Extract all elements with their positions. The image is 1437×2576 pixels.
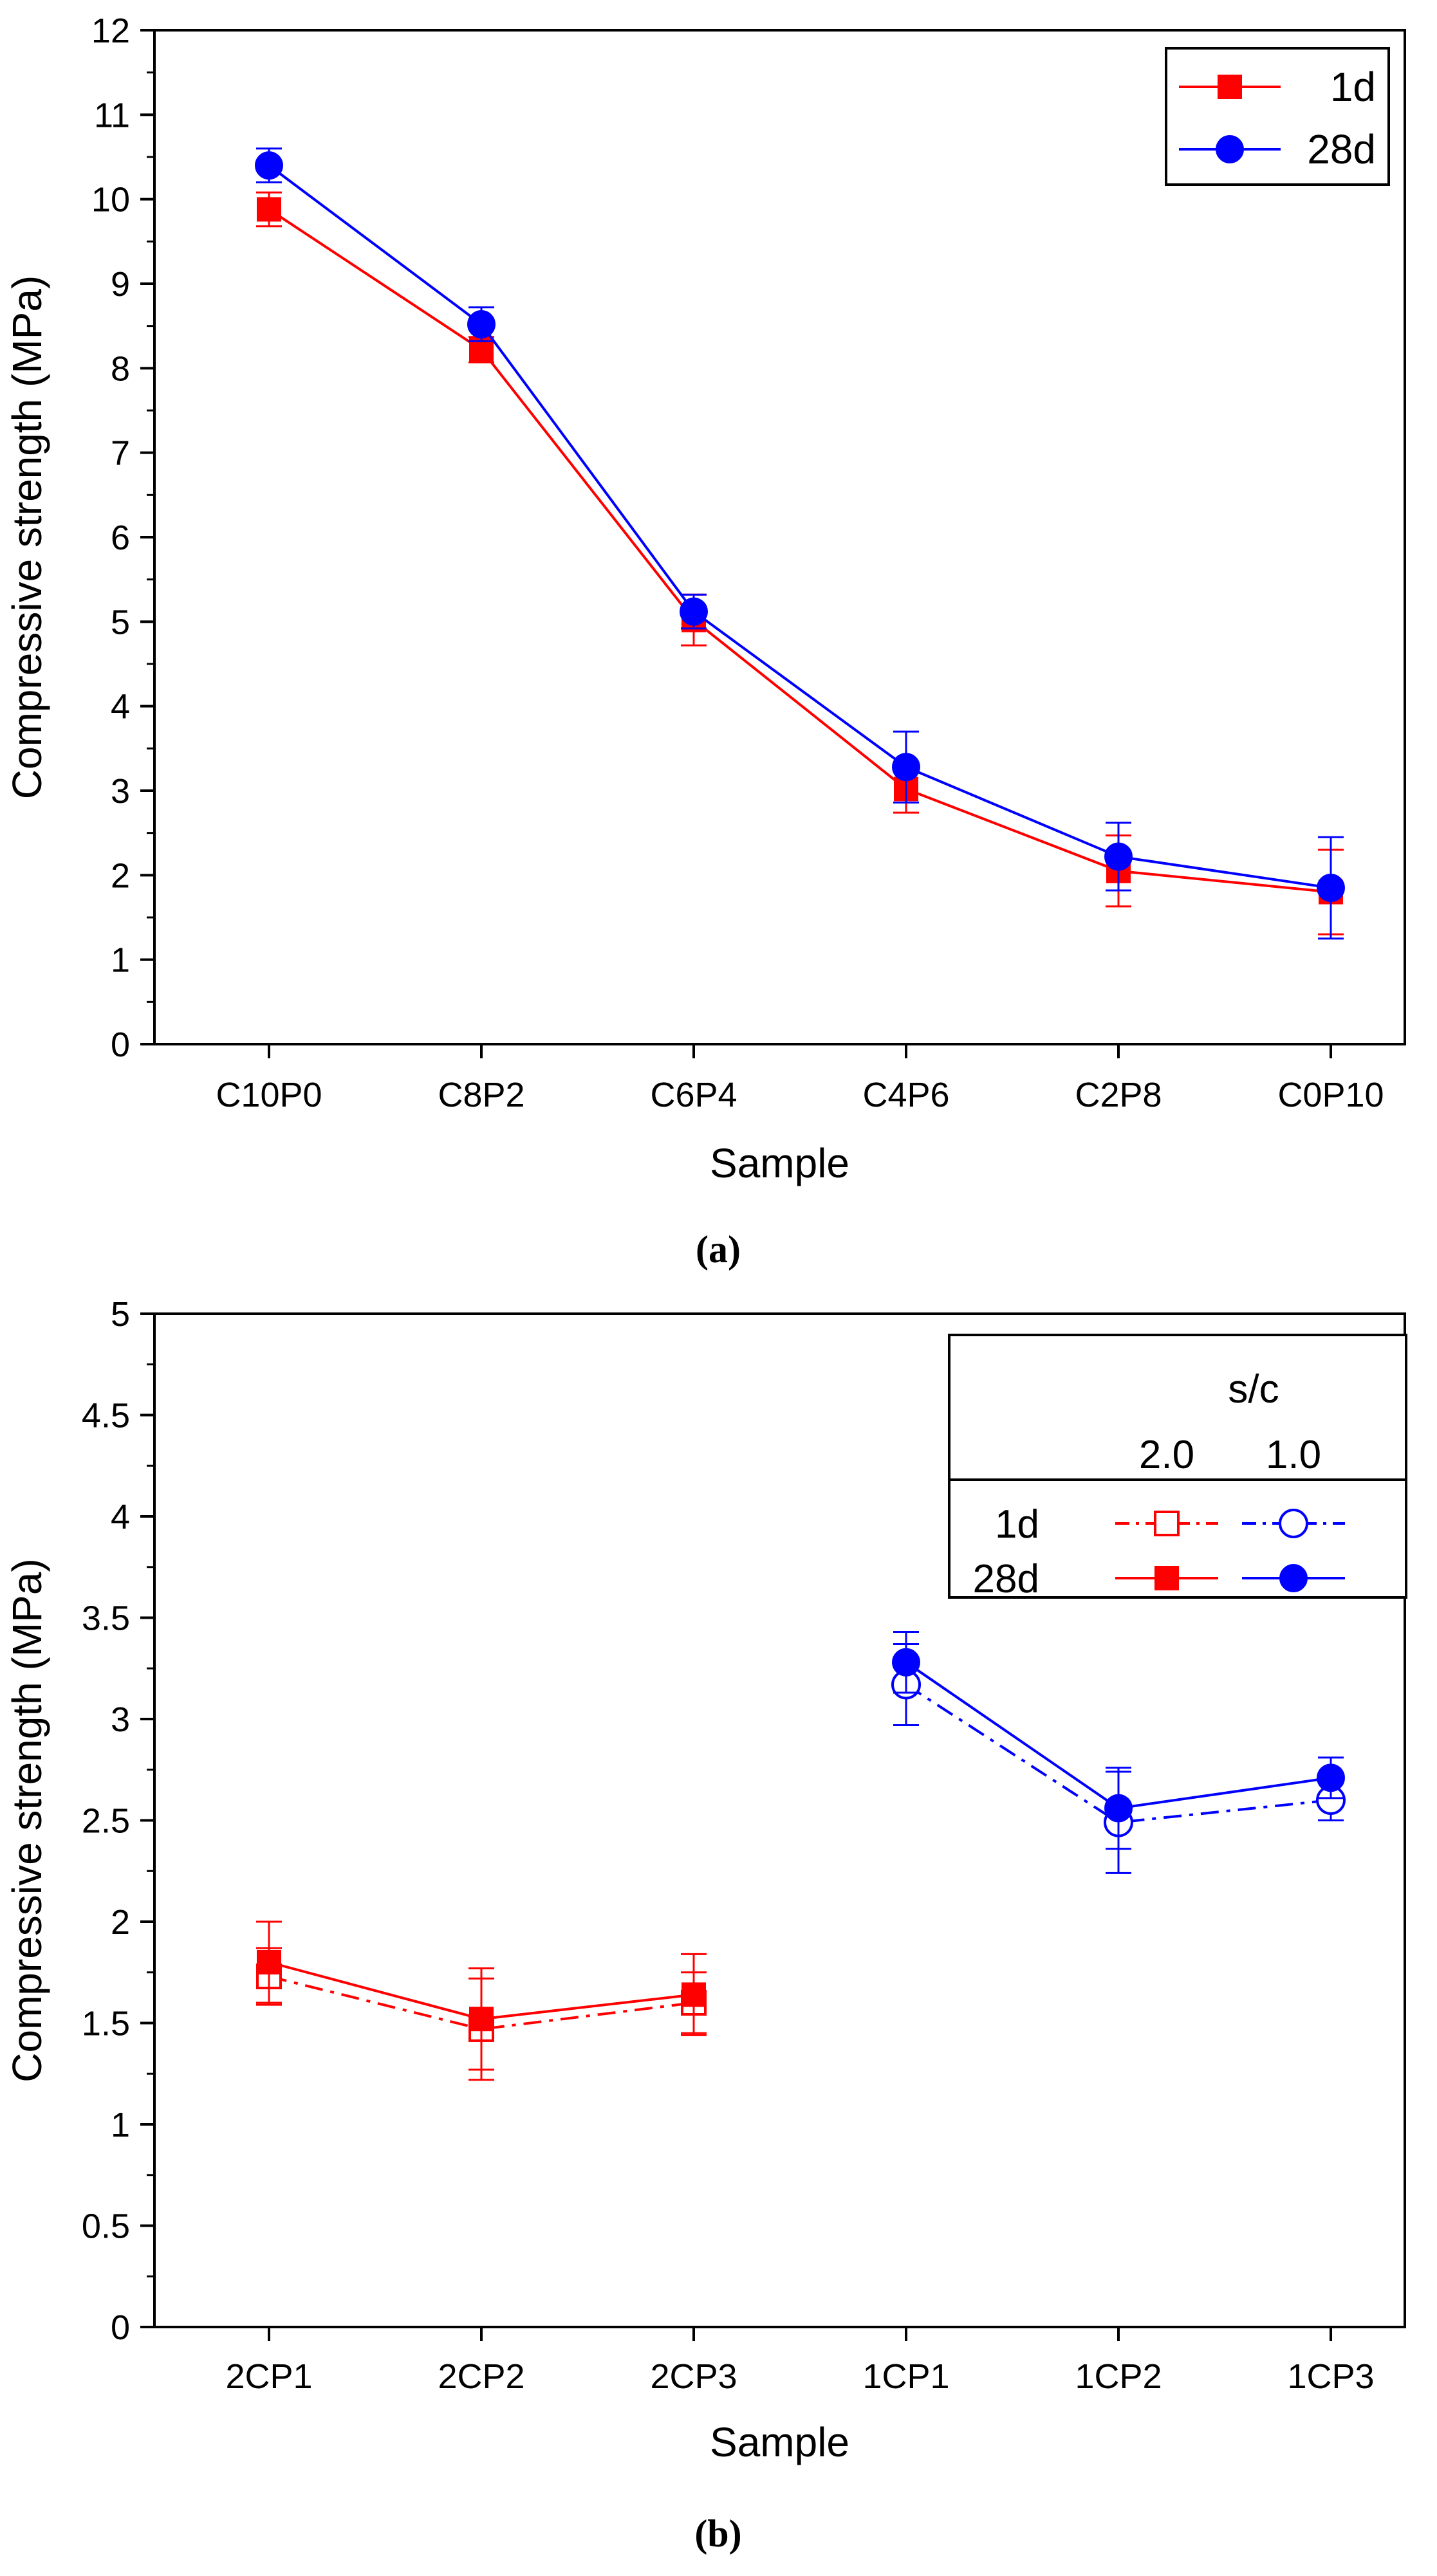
y-tick-label: 2 [111,856,130,895]
x-tick-label: 2CP1 [225,2357,312,2396]
data-point-marker [467,310,496,339]
y-tick-label: 0 [111,2308,130,2347]
data-point-marker [892,753,920,782]
data-point-marker [681,1982,706,2007]
y-axis-title: Compressive strength (MPa) [4,275,50,799]
data-point-marker [1317,1763,1345,1792]
y-tick-label: 7 [111,434,130,473]
series-line [268,208,1331,894]
y-tick-label: 1 [111,941,130,980]
legend-header: s/c [1228,1367,1279,1412]
y-tick-label: 11 [94,96,130,134]
y-tick-label: 0.5 [82,2207,130,2246]
y-tick-label: 4.5 [82,1397,130,1435]
x-tick-label: 1CP2 [1075,2357,1162,2396]
x-axis-title: Sample [710,1140,849,1186]
x-tick-label: C0P10 [1277,1076,1384,1114]
series-line [268,164,1331,890]
series-1d [256,191,1344,935]
y-tick-label: 3.5 [82,1599,130,1638]
y-tick-label: 2.5 [82,1802,130,1841]
data-point-marker [680,597,708,626]
legend-label: 28d [1307,126,1376,172]
data-point-marker [257,197,281,222]
y-tick-label: 0 [111,1026,130,1064]
legend-box [1165,47,1390,186]
legend-column-label: 2.0 [1139,1433,1194,1477]
chart-panel-b: 0 0.5 1 1.5 2 2.5 3 3.5 4 4.5 5 2CP1 2CP2 2CP3 1CP1 1CP… [4,1295,1407,2555]
legend-box [948,1334,1407,1599]
y-tick-label: 12 [91,12,130,50]
legend: s/c 2.0 1.0 1d 28d [948,1334,1407,1601]
y-axis-title: Compressive strength (MPa) [4,1558,50,2082]
x-tick-label: C8P2 [438,1076,524,1114]
data-point-marker [1104,842,1133,871]
data-point-marker [1279,1564,1308,1592]
x-tick-label: C6P4 [650,1076,737,1114]
y-tick-label: 6 [111,519,130,557]
y-tick-label: 3 [111,772,130,811]
legend-column-label: 1.0 [1266,1433,1321,1477]
legend-row-label: 1d [995,1502,1039,1547]
data-point-marker [469,2007,494,2032]
data-point-marker [1216,135,1244,163]
y-tick-label: 4 [111,688,130,726]
x-tick-label: 1CP3 [1287,2357,1374,2396]
series-28d-s-c-1-0 [892,1631,1345,1850]
x-tick-label: 1CP1 [862,2357,949,2396]
x-tick-label: C2P8 [1075,1076,1162,1114]
y-tick-label: 4 [111,1498,130,1536]
data-point-marker [1154,1566,1179,1590]
series-28d [255,147,1345,940]
data-point-marker [1279,1509,1308,1538]
data-point-marker [1218,75,1242,99]
data-point-marker [1104,1794,1133,1823]
x-tick-label: 2CP2 [438,2357,524,2396]
legend-label: 1d [1330,64,1376,110]
y-tick-label: 9 [111,265,130,304]
y-tick-label: 5 [111,603,130,641]
y-tick-label: 10 [91,181,130,219]
data-point-marker [257,1950,281,1974]
y-tick-label: 1.5 [82,2005,130,2043]
x-axis-title: Sample [710,2419,849,2465]
series-28d-s-c-2-0 [256,1920,707,2071]
y-tick-label: 8 [111,349,130,388]
y-tick-label: 3 [111,1700,130,1739]
y-tick-label: 1 [111,2106,130,2144]
legend-row-label: 28d [973,1557,1039,1601]
data-point-marker [1154,1511,1180,1536]
data-point-marker [892,1648,920,1677]
panel-caption: (a) [696,1228,741,1271]
panel-caption: (b) [694,2512,741,2555]
y-tick-label: 5 [111,1295,130,1334]
x-tick-label: C4P6 [862,1076,949,1114]
x-tick-label: C10P0 [216,1076,322,1114]
data-point-marker [255,151,283,180]
data-point-marker [1317,874,1345,903]
x-tick-label: 2CP3 [650,2357,737,2396]
y-tick-label: 2 [111,1903,130,1942]
